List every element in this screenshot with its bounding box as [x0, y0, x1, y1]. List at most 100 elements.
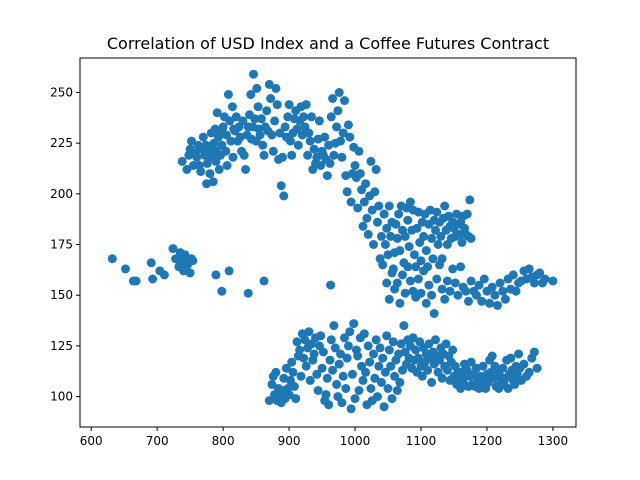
scatter-point [457, 238, 467, 247]
scatter-point [337, 152, 347, 162]
scatter-point [427, 233, 437, 243]
x-tick-label: 1100 [406, 434, 437, 448]
y-tick-label: 100 [50, 390, 73, 404]
scatter-point [185, 268, 195, 278]
scatter-point [300, 335, 310, 345]
scatter-point [346, 404, 356, 414]
scatter-point [326, 280, 336, 290]
scatter-point [148, 274, 158, 284]
scatter-point [252, 83, 262, 93]
scatter-point [423, 365, 433, 375]
scatter-point [217, 286, 227, 296]
scatter-point [448, 345, 458, 355]
scatter-point [511, 286, 521, 296]
scatter-point [441, 339, 451, 349]
scatter-point [333, 106, 343, 116]
scatter-point [246, 90, 256, 99]
scatter-point [485, 298, 495, 308]
x-tick-label: 600 [80, 434, 103, 448]
scatter-point [224, 266, 234, 276]
scatter-point [548, 276, 558, 286]
scatter-point [371, 165, 381, 174]
scatter-point [346, 197, 356, 207]
chart-title: Correlation of USD Index and a Coffee Fu… [107, 34, 549, 53]
scatter-point [379, 209, 389, 219]
scatter-point [431, 335, 440, 345]
scatter-point [371, 335, 381, 345]
scatter-point [359, 329, 369, 339]
scatter-point [326, 335, 336, 345]
scatter-point [366, 156, 376, 166]
scatter-point [292, 124, 302, 134]
scatter-point [312, 369, 322, 379]
scatter-point [159, 270, 169, 280]
scatter-point [392, 233, 402, 243]
scatter-point [305, 136, 315, 146]
scatter-point [399, 321, 409, 331]
scatter-point [514, 349, 524, 359]
y-tick-label: 200 [50, 187, 73, 201]
scatter-point [322, 373, 332, 383]
scatter-point [378, 353, 388, 363]
scatter-point [366, 384, 376, 393]
scatter-point [288, 367, 298, 377]
scatter-point [417, 371, 427, 381]
scatter-point [221, 146, 231, 156]
scatter-point [506, 353, 516, 363]
scatter-point [461, 286, 471, 296]
scatter-point [448, 264, 458, 274]
scatter-point [262, 106, 272, 116]
scatter-point [332, 122, 342, 132]
scatter-point [182, 165, 192, 174]
scatter-point [301, 361, 311, 371]
scatter-point [398, 270, 407, 280]
scatter-point [276, 181, 286, 191]
scatter-point [287, 150, 297, 160]
scatter-point [384, 201, 394, 211]
scatter-point [309, 349, 319, 359]
scatter-point [540, 274, 550, 284]
scatter-point [192, 152, 202, 162]
scatter-point [382, 331, 392, 341]
scatter-point [535, 268, 545, 278]
scatter-point [304, 327, 314, 337]
scatter-point [442, 365, 452, 375]
x-tick-label: 800 [212, 434, 235, 448]
scatter-point [433, 240, 443, 249]
scatter-point [320, 132, 330, 142]
scatter-point [503, 384, 513, 393]
scatter-point [209, 138, 219, 148]
scatter-point [328, 94, 338, 103]
scatter-point [376, 377, 386, 387]
scatter-point [419, 231, 429, 241]
scatter-point [255, 130, 265, 140]
scatter-point [350, 394, 360, 404]
scatter-point [416, 256, 426, 266]
scatter-point [361, 179, 371, 189]
scatter-point [487, 351, 497, 361]
scatter-point [386, 361, 396, 371]
scatter-point [532, 363, 542, 373]
x-tick-label: 700 [146, 434, 169, 448]
scatter-point [343, 341, 353, 351]
scatter-point [529, 278, 539, 288]
scatter-point [325, 158, 335, 168]
scatter-point [387, 394, 397, 404]
scatter-point [510, 379, 520, 389]
scatter-point [284, 100, 294, 110]
scatter-point [205, 169, 215, 179]
scatter-point [338, 128, 348, 138]
scatter-point [465, 195, 475, 205]
scatter-point [250, 114, 260, 124]
scatter-point [329, 321, 339, 331]
scatter-point [345, 132, 355, 142]
scatter-point [464, 296, 473, 306]
scatter-point [271, 83, 281, 93]
scatter-point [378, 260, 388, 270]
scatter-point [342, 187, 352, 197]
scatter-point [373, 392, 382, 402]
scatter-point [266, 94, 276, 103]
scatter-point [318, 347, 328, 357]
scatter-point [411, 262, 421, 272]
scatter-point [403, 215, 413, 225]
